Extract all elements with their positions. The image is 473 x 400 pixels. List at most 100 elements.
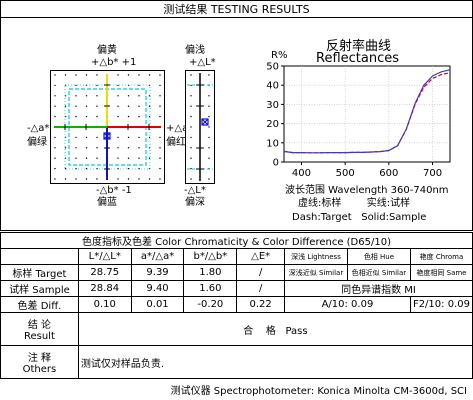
grid-dot: [208, 115, 210, 118]
y-tick-label: 0: [273, 158, 279, 169]
sample-series-line: [283, 69, 451, 154]
conclusion-label-cn: 结 论: [27, 320, 52, 331]
grid-dot: [64, 147, 67, 149]
table-row: 色差 Diff. 0.10 0.01 -0.20 0.22 A/10: 0.09…: [0, 296, 473, 313]
grid-dot: [127, 95, 130, 97]
notes-row: 注 释 Others 测试仅对样品负责.: [0, 345, 473, 379]
y-tick-label: 50: [266, 62, 279, 73]
conclusion-label-en: Result: [23, 331, 55, 342]
label-lighter: 偏浅: [185, 45, 205, 56]
grid-dot: [54, 178, 56, 180]
grid-dot: [190, 126, 192, 128]
grid-dot: [127, 167, 130, 170]
grid-dot: [148, 136, 151, 139]
grid-dot: [96, 178, 98, 180]
mi-a10: A/10: 0.09: [284, 296, 411, 313]
grid-dot: [190, 157, 192, 159]
lightness-similar: 深浅近似 Similar: [284, 264, 348, 281]
x-tick-label: 600: [379, 168, 398, 179]
grid-dot: [148, 74, 151, 76]
grid-dot: [127, 105, 130, 107]
sample-b: 1.60: [183, 280, 238, 297]
grid-dot: [127, 136, 130, 139]
grid-dot: [75, 115, 77, 118]
grid-dot: [85, 167, 88, 170]
grid-dot: [54, 84, 56, 87]
grid-dot: [127, 115, 130, 118]
grid-dot: [96, 74, 98, 76]
label-plus-db: +△b* +1: [91, 57, 137, 68]
conclusion-value: 合 格 Pass: [77, 312, 473, 346]
reflectance-ylabel: R%: [271, 50, 288, 61]
grid-dot: [64, 74, 67, 76]
grid-dot: [85, 157, 88, 159]
reflectance-range: 波长范围 Wavelength 360-740nm: [285, 185, 449, 196]
y-tick-label: 10: [266, 138, 279, 149]
grid-dot: [127, 157, 130, 159]
grid-dot: [117, 147, 119, 149]
grid-dot: [190, 105, 192, 107]
grid-dot: [85, 105, 88, 107]
grid-dot: [138, 95, 140, 97]
grid-dot: [117, 105, 119, 107]
grid-dot: [96, 147, 98, 149]
sample-a: 9.40: [130, 280, 185, 297]
grid-dot: [190, 178, 192, 180]
grid-dot: [96, 105, 98, 107]
grid-dot: [75, 74, 77, 76]
grid-dot: [75, 157, 77, 159]
grid-dot: [75, 95, 77, 97]
grid-dot: [85, 178, 88, 180]
reflectance-legend-cn: 虚线:标样 实线:试样: [298, 198, 411, 209]
grid-dot: [127, 178, 130, 180]
grid-dot: [208, 147, 210, 149]
color-difference-plot: [50, 70, 165, 184]
grid-dot: [54, 95, 56, 97]
mi-f2-10: F2/10: 0.09: [409, 296, 473, 313]
grid-dot: [159, 157, 161, 159]
col-header-b: b*/△b*: [183, 248, 238, 265]
col-header-a: a*/△a*: [130, 248, 185, 265]
label-minus-da: -△a*: [27, 123, 50, 134]
label-minus-dl: -△L*: [184, 185, 206, 196]
y-tick-label: 40: [266, 81, 279, 92]
label-minus-db: -△b* -1: [96, 185, 132, 196]
grid-dot: [148, 157, 151, 159]
grid-dot: [190, 74, 192, 76]
grid-dot: [96, 157, 98, 159]
grid-dot: [159, 74, 161, 76]
grid-dot: [127, 74, 130, 76]
header-lightness: 深浅 Lightness: [284, 248, 348, 265]
grid-dot: [64, 105, 67, 107]
grid-dot: [64, 178, 67, 180]
reflectance-title-en: Reflectances: [316, 51, 400, 66]
grid-dot: [138, 105, 140, 107]
label-plus-dl: +△L*: [189, 57, 216, 68]
header-chroma: 艳度 Chroma: [409, 248, 473, 265]
label-plus-da: +△a*: [166, 123, 194, 134]
grid-dot: [138, 136, 140, 139]
grid-dot: [75, 136, 77, 139]
grid-dot: [54, 136, 56, 139]
reflectance-title-cn: 反射率曲线: [326, 39, 392, 54]
sample-de: /: [236, 280, 285, 297]
grid-dot: [208, 157, 210, 159]
grid-dot: [85, 147, 88, 149]
grid-dot: [190, 136, 192, 139]
grid-dot: [159, 95, 161, 97]
row-label-target: 标样 Target: [0, 264, 79, 281]
results-table: 色度指标及色差 Color Chromaticity & Color Diffe…: [0, 232, 473, 379]
grid-dot: [54, 147, 56, 149]
conclusion-label: 结 论 Result: [0, 312, 79, 346]
header-title: 测试结果 TESTING RESULTS: [163, 3, 310, 16]
grid-dot: [54, 115, 56, 118]
results-header: 测试结果 TESTING RESULTS: [0, 0, 473, 18]
axis-ticks: [64, 84, 150, 170]
grid-dot: [85, 115, 88, 118]
grid-dot: [54, 105, 56, 107]
notes-value: 测试仅对样品负责.: [77, 345, 473, 379]
table-row: 试样 Sample 28.84 9.40 1.60 / 同色异谱指数 MI: [0, 280, 473, 297]
reflectance-chart: 0 10 20 30 40 50 400 500 600 700: [266, 62, 451, 179]
chroma-same: 艳度相同 Same: [409, 264, 473, 281]
diff-de: 0.22: [236, 296, 285, 313]
